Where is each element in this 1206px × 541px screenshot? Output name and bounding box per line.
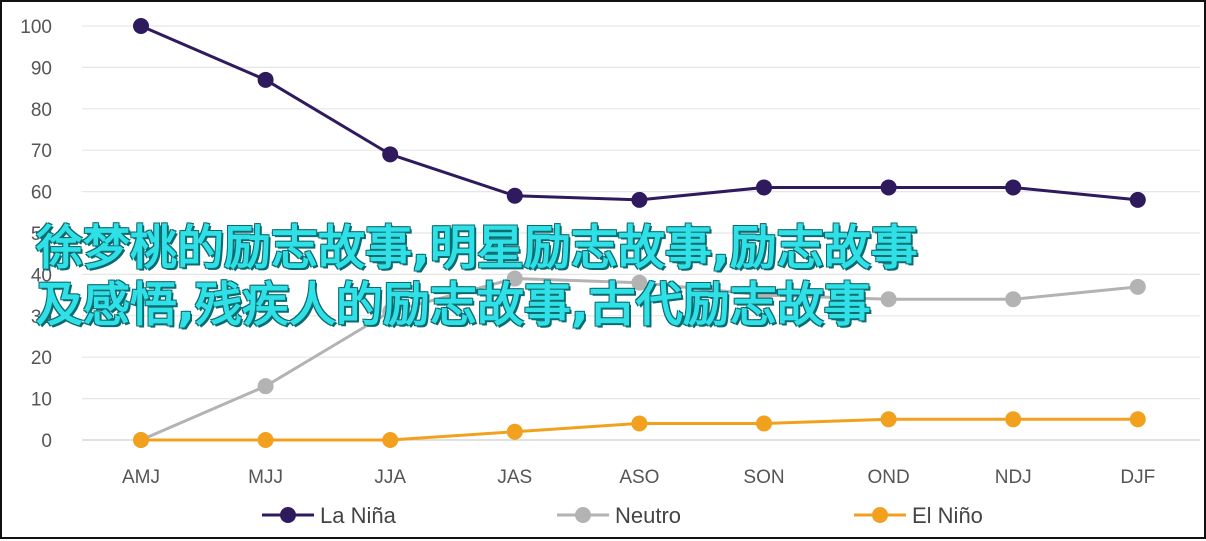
x-tick-label: JJA bbox=[374, 467, 406, 488]
data-point bbox=[756, 287, 772, 304]
y-tick-label: 100 bbox=[20, 17, 52, 38]
series-line bbox=[140, 24, 1138, 202]
legend-swatch-marker bbox=[872, 507, 888, 523]
data-point bbox=[133, 432, 149, 448]
x-tick-label: ASO bbox=[619, 467, 659, 488]
x-tick-label: JAS bbox=[497, 467, 532, 488]
data-point bbox=[1129, 191, 1146, 208]
x-tick-label: DJF bbox=[1120, 467, 1155, 488]
overlay-caption: 徐梦桃的励志故事,明星励志故事,励志故事 及感悟,残疾人的励志故事,古代励志故事 bbox=[36, 220, 1186, 334]
data-point bbox=[880, 411, 897, 428]
series-layer bbox=[133, 18, 1146, 448]
data-point bbox=[382, 303, 399, 320]
series-0 bbox=[133, 18, 1146, 208]
y-axis-ticks: 0 10 20 30 40 50 60 70 80 90 100 bbox=[20, 17, 52, 452]
x-tick-label: SON bbox=[743, 467, 784, 488]
data-point bbox=[382, 146, 399, 163]
legend-label: El Niño bbox=[912, 503, 983, 528]
data-point bbox=[756, 415, 772, 432]
data-point bbox=[506, 270, 523, 287]
y-tick-label: 10 bbox=[31, 390, 52, 411]
data-point bbox=[257, 71, 274, 88]
legend-item: El Niño bbox=[854, 503, 983, 528]
data-point bbox=[257, 432, 274, 448]
x-tick-label: MJJ bbox=[248, 467, 283, 488]
data-point bbox=[631, 415, 648, 432]
data-point bbox=[1129, 278, 1146, 295]
x-axis-ticks: AMJ MJJ JJA JAS ASO SON OND NDJ DJF bbox=[122, 467, 1155, 488]
y-tick-label: 0 bbox=[41, 431, 52, 452]
legend: La Niña Neutro El Niño bbox=[262, 503, 983, 528]
x-tick-label: AMJ bbox=[122, 467, 160, 488]
data-point bbox=[880, 291, 897, 308]
data-point bbox=[506, 423, 523, 440]
overlay-line-2: 及感悟,残疾人的励志故事,古代励志故事 bbox=[36, 278, 871, 333]
y-tick-label: 80 bbox=[31, 100, 52, 121]
grid-lines bbox=[82, 25, 1200, 441]
data-point bbox=[133, 18, 149, 34]
data-point bbox=[382, 432, 399, 448]
y-tick-label: 70 bbox=[31, 141, 52, 162]
legend-swatch-marker bbox=[575, 507, 591, 523]
data-point bbox=[1005, 411, 1022, 428]
legend-label: La Niña bbox=[320, 503, 397, 528]
data-point bbox=[1129, 411, 1146, 428]
y-tick-label: 40 bbox=[31, 265, 52, 286]
data-point bbox=[631, 191, 648, 208]
data-point bbox=[257, 378, 274, 395]
y-tick-label: 20 bbox=[31, 348, 52, 369]
x-tick-label: NDJ bbox=[995, 467, 1032, 488]
overlay-line-1: 徐梦桃的励志故事,明星励志故事,励志故事 bbox=[36, 221, 918, 276]
data-point bbox=[880, 179, 897, 196]
series-2 bbox=[133, 411, 1146, 448]
x-tick-label: OND bbox=[867, 467, 909, 488]
legend-item: La Niña bbox=[262, 503, 397, 528]
legend-swatch-marker bbox=[280, 507, 296, 523]
legend-label: Neutro bbox=[615, 503, 681, 528]
legend-item: Neutro bbox=[557, 503, 681, 528]
data-point bbox=[631, 274, 648, 291]
y-tick-label: 50 bbox=[31, 224, 52, 245]
data-point bbox=[1005, 179, 1022, 196]
data-point bbox=[506, 187, 523, 204]
data-point bbox=[756, 179, 772, 196]
y-tick-label: 30 bbox=[31, 307, 52, 328]
y-tick-label: 90 bbox=[31, 58, 52, 79]
y-tick-label: 60 bbox=[31, 183, 52, 204]
data-point bbox=[1005, 291, 1022, 308]
